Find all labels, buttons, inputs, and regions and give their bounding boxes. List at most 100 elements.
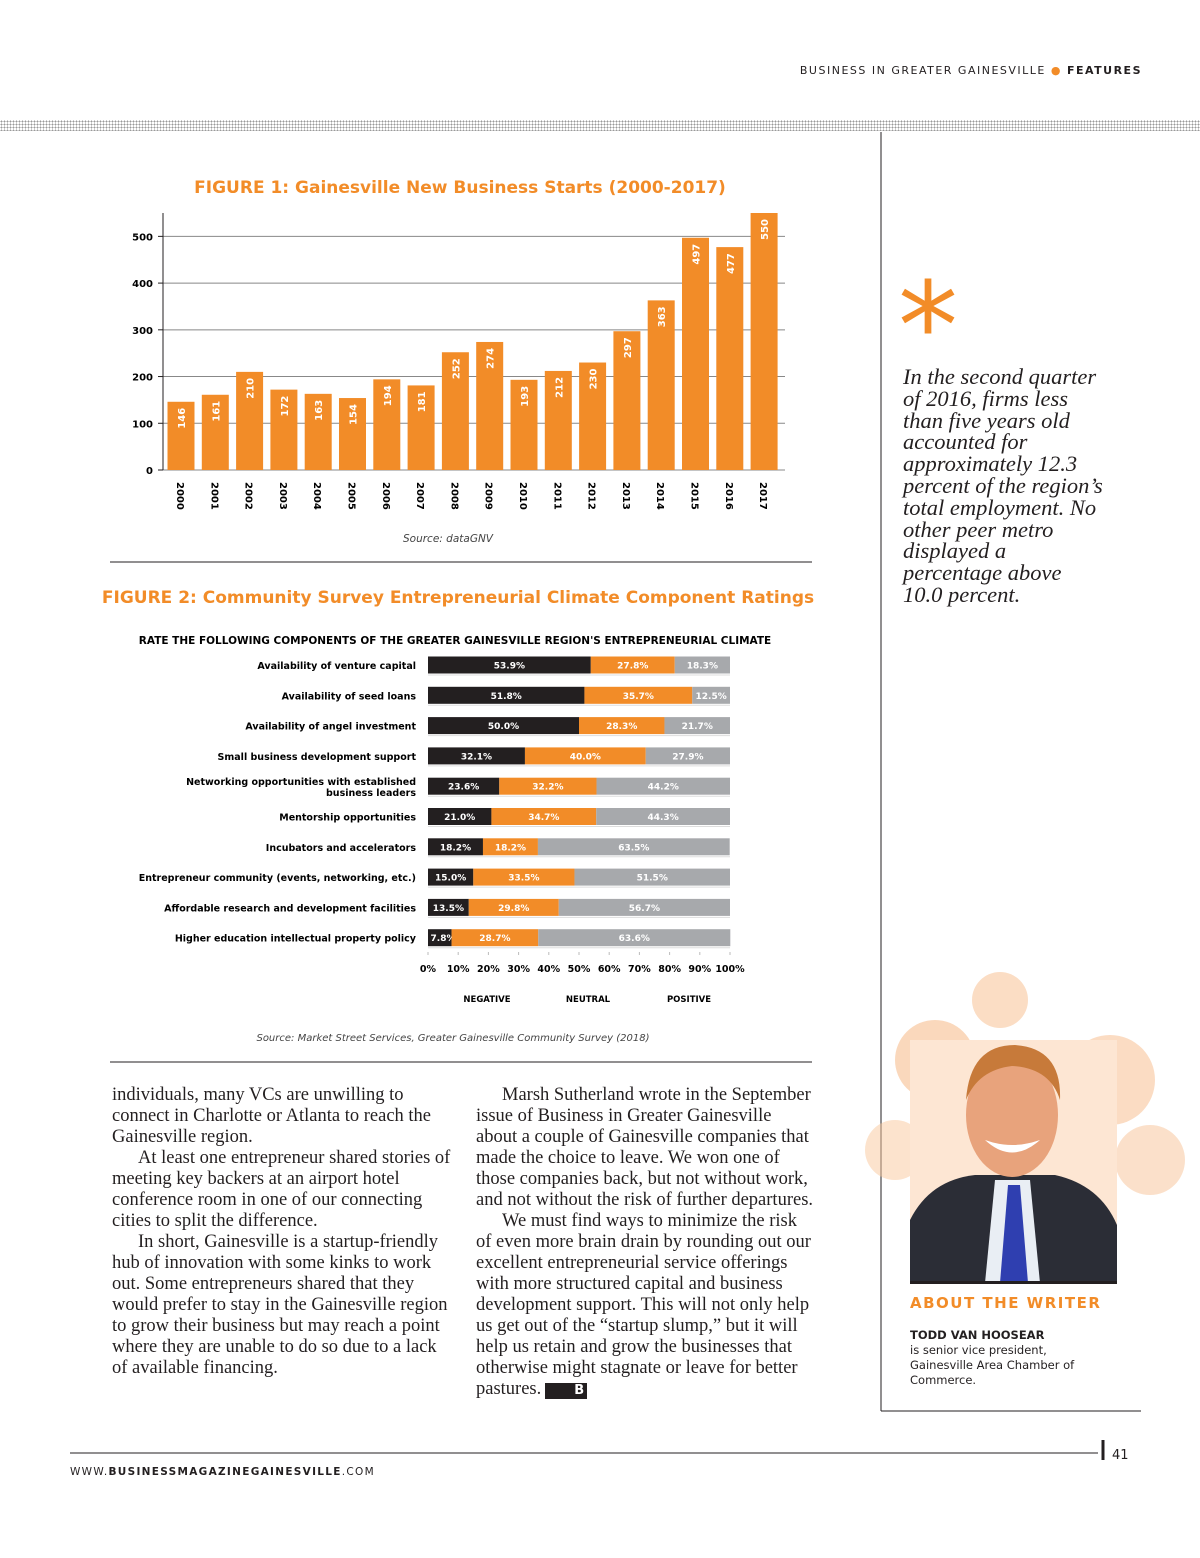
value-label: 28.7%	[479, 934, 510, 944]
x-tick-label: 10%	[447, 964, 470, 975]
bar-segment	[664, 717, 730, 735]
value-label: 53.9%	[494, 662, 525, 672]
dotted-band	[0, 120, 1200, 131]
category-label: Availability of angel investment	[245, 722, 416, 733]
body-column: Marsh Sutherland wrote in the September …	[476, 1085, 816, 1400]
x-tick-label: 2003	[277, 482, 288, 510]
value-label: 56.7%	[629, 904, 660, 914]
y-tick-label: 0	[146, 466, 153, 477]
value-label: 297	[623, 337, 634, 358]
value-label: 44.3%	[647, 813, 678, 823]
value-label: 44.2%	[648, 783, 679, 793]
value-label: 15.0%	[435, 874, 466, 884]
value-label: 23.6%	[448, 783, 479, 793]
value-label: 34.7%	[528, 813, 559, 823]
x-tick-label: 2010	[517, 482, 528, 510]
value-label: 193	[520, 386, 531, 407]
value-label: 146	[177, 408, 188, 429]
bar-segment	[468, 898, 559, 916]
value-label: 161	[211, 401, 222, 422]
bar	[750, 213, 778, 470]
bar-segment	[451, 929, 539, 947]
x-tick-label: 0%	[420, 964, 437, 975]
bar-segment	[524, 747, 646, 765]
bar	[579, 362, 607, 470]
x-tick-label: 2013	[620, 482, 631, 510]
bar-segment	[491, 808, 597, 825]
asterisk: *	[898, 258, 958, 397]
bar	[613, 331, 641, 470]
value-label: 210	[246, 378, 257, 399]
category-label: Small business development support	[218, 752, 417, 763]
value-label: 40.0%	[570, 752, 601, 762]
bar-segment	[574, 868, 730, 886]
bar	[716, 247, 744, 470]
legend-entry: NEUTRAL	[566, 995, 611, 1005]
value-label: 50.0%	[488, 722, 519, 732]
bar-segment	[428, 777, 500, 795]
paragraph: At least one entrepreneur shared stories…	[112, 1148, 451, 1231]
x-tick-label: 90%	[688, 964, 711, 975]
value-label: 154	[349, 404, 360, 425]
x-tick-label: 40%	[537, 964, 560, 975]
x-tick-label: 2007	[414, 482, 425, 510]
paragraph: individuals, many VCs are unwilling to c…	[112, 1085, 432, 1147]
value-label: 7.8%	[431, 934, 456, 944]
bar-segment	[428, 838, 483, 856]
url-part: .COM	[341, 1466, 375, 1478]
bar-segment	[428, 747, 525, 765]
x-tick-label: 2000	[174, 482, 185, 510]
paragraph: In short, Gainesville is a startup-frien…	[112, 1232, 448, 1378]
x-tick-label: 2001	[208, 482, 219, 510]
pull-quote: In the second quarter of 2016, firms les…	[903, 364, 1103, 607]
bar	[476, 341, 504, 470]
bar-segment	[590, 656, 675, 674]
category-label: Availability of venture capital	[257, 661, 416, 672]
category-label: Higher education intellectual property p…	[175, 934, 417, 945]
running-header: BUSINESS IN GREATER GAINESVILLE ● FEATUR…	[800, 64, 1142, 77]
writer-name: TODD VAN HOOSEAR	[910, 1328, 1045, 1342]
value-label: 230	[589, 368, 600, 389]
bar	[647, 300, 675, 470]
value-label: 13.5%	[433, 904, 464, 914]
y-tick-label: 100	[132, 419, 153, 430]
value-label: 12.5%	[696, 692, 727, 702]
value-label: 33.5%	[508, 874, 539, 884]
x-tick-label: 2012	[586, 482, 597, 510]
chart-source: Source: dataGNV	[403, 533, 494, 545]
y-tick-label: 400	[132, 279, 153, 290]
paragraph: Marsh Sutherland wrote in the September …	[476, 1085, 814, 1210]
x-tick-label: 60%	[598, 964, 621, 975]
chart-subtitle: RATE THE FOLLOWING COMPONENTS OF THE GRE…	[139, 635, 771, 647]
chart-title: FIGURE 1: Gainesville New Business Start…	[194, 178, 726, 198]
chart-title: FIGURE 2: Community Survey Entrepreneuri…	[102, 588, 814, 608]
writer-photo	[865, 972, 1185, 1284]
x-tick-label: 70%	[628, 964, 651, 975]
paragraph: We must find ways to minimize the risk o…	[476, 1211, 816, 1400]
x-tick-label: 80%	[658, 964, 681, 975]
bar-segment	[579, 717, 665, 735]
value-label: 32.1%	[461, 752, 492, 762]
url-part: BUSINESSMAGAZINEGAINESVILLE	[108, 1466, 342, 1478]
category-label: Availability of seed loans	[282, 691, 417, 702]
y-tick-label: 200	[132, 373, 153, 384]
end-mark: B	[545, 1383, 588, 1399]
x-tick-label: 2004	[311, 482, 322, 510]
x-tick-label: 2006	[380, 482, 391, 510]
bar	[236, 371, 264, 470]
body-column: individuals, many VCs are unwilling to c…	[112, 1085, 452, 1379]
value-label: 363	[657, 306, 668, 327]
footer-url: WWW.BUSINESSMAGAZINEGAINESVILLE.COM	[70, 1466, 375, 1478]
y-tick-label: 300	[132, 326, 153, 337]
x-tick-label: 50%	[568, 964, 591, 975]
bar-segment	[584, 686, 693, 704]
value-label: 18.3%	[687, 662, 718, 672]
value-label: 35.7%	[623, 692, 654, 702]
category-line: Networking opportunities with establishe…	[186, 777, 416, 788]
bar-segment	[428, 717, 579, 735]
value-label: 18.2%	[440, 843, 471, 853]
bar	[201, 394, 229, 470]
bar-segment	[596, 808, 730, 825]
category-label: Incubators and accelerators	[266, 843, 417, 854]
